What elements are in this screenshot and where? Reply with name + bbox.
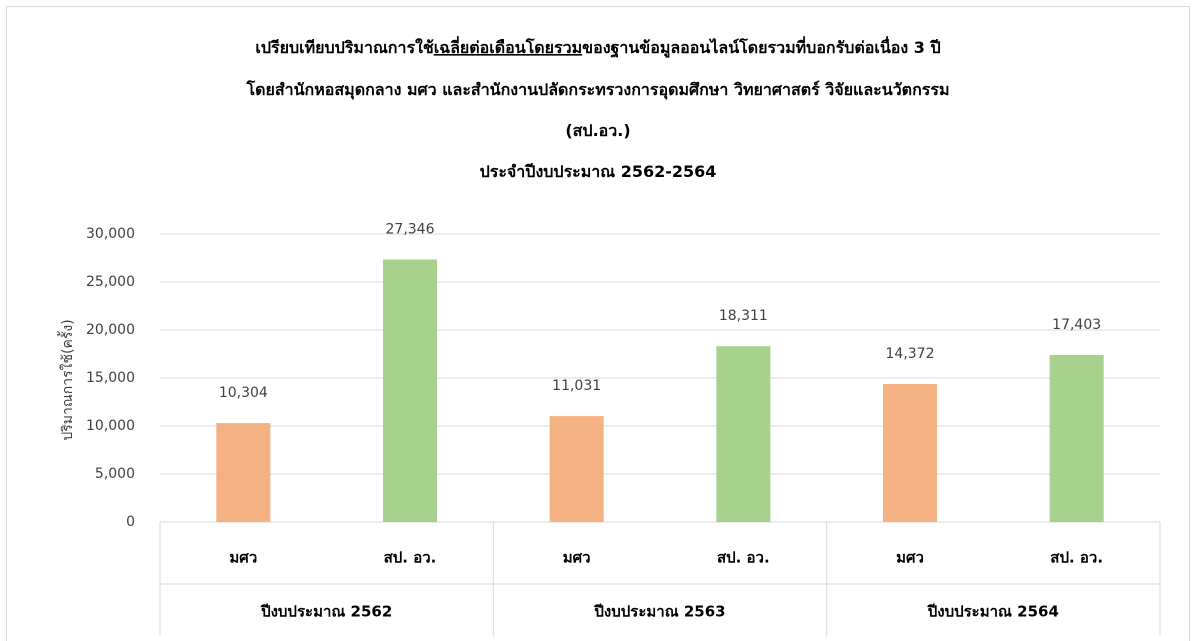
data-label: 14,372 [886,346,935,362]
data-label: 17,403 [1052,317,1101,333]
x-tick-label: มศว [229,549,257,567]
y-tick-label: 20,000 [86,322,135,338]
y-tick-label: 0 [126,514,135,530]
x-tick-label: มศว [896,549,924,567]
y-tick-label: 10,000 [86,418,135,434]
title-part: (สป.อว.) [565,121,630,140]
title-part: ของฐานข้อมูลออนไลน์โดยรวมที่บอกรับต่อเนื… [582,36,940,59]
bar [716,346,771,522]
x-tick-label: มศว [563,549,591,567]
title-part: เปรียบเทียบปริมาณการใช้ [255,38,434,57]
x-tick-label: สป. อว. [717,549,770,567]
bar [216,423,271,522]
bar [383,259,437,522]
group-label: ปีงบประมาณ 2562 [260,603,392,621]
chart-title: ประจำปีงบประมาณ 2562-2564 [480,162,717,181]
title-part: โดยสำนักหอสมุดกลาง มศว และสำนักงานปลัดกร… [246,79,950,100]
bar [1049,354,1104,522]
bar [549,416,604,522]
chart-frame [6,6,1190,641]
group-label: ปีงบประมาณ 2564 [927,603,1059,621]
chart-title: โดยสำนักหอสมุดกลาง มศว และสำนักงานปลัดกร… [246,79,950,100]
chart-title: (สป.อว.) [565,121,630,140]
x-tick-label: สป. อว. [384,549,437,567]
y-tick-label: 25,000 [86,274,135,290]
group-label: ปีงบประมาณ 2563 [593,603,725,621]
bar [883,384,937,522]
y-tick-label: 30,000 [86,226,135,242]
data-label: 10,304 [219,385,268,401]
x-tick-label: สป. อว. [1050,549,1103,567]
data-label: 27,346 [386,221,435,237]
chart-title: เปรียบเทียบปริมาณการใช้เฉลี่ยต่อเดือนโดย… [255,36,940,59]
y-axis-label: ปริมาณการใช้(ครั้ง) [57,319,76,440]
y-tick-label: 5,000 [95,466,135,482]
data-label: 18,311 [719,308,768,324]
title-part: เฉลี่ยต่อเดือนโดยรวม [434,36,582,57]
title-part: ประจำปีงบประมาณ 2562-2564 [480,162,717,181]
y-tick-label: 15,000 [86,370,135,386]
data-label: 11,031 [552,378,601,394]
